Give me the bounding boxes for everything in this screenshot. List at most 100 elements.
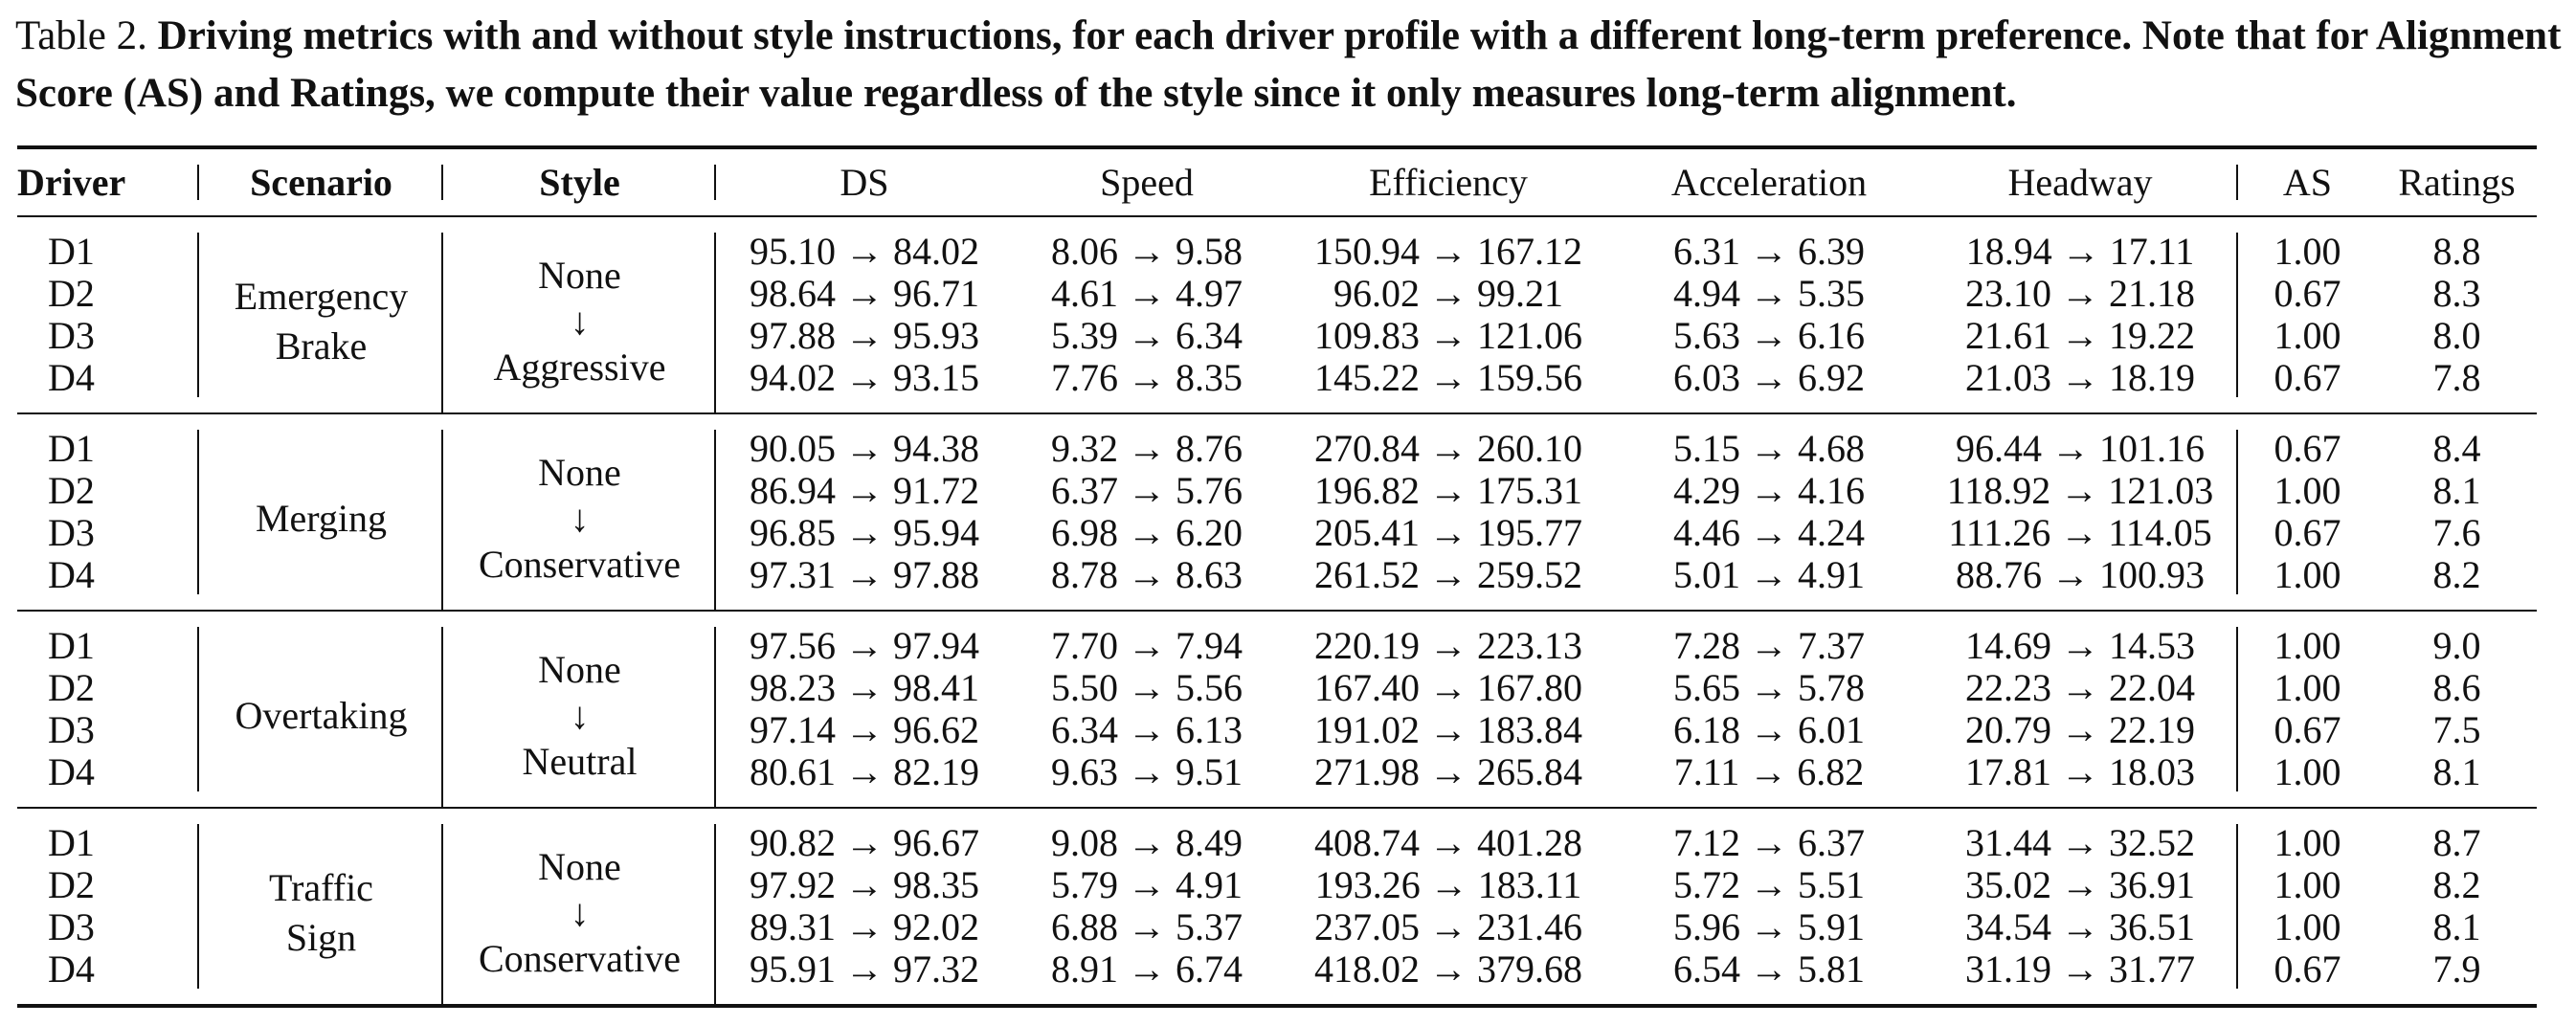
cell-driver: D2: [17, 273, 199, 315]
cell-speed: 5.50 → 5.56: [1051, 666, 1243, 709]
cell-as: 1.00: [2274, 230, 2341, 273]
cell-driver: D2: [17, 667, 199, 709]
table-row: D3 97.14 → 96.62 6.34 → 6.13 191.02 → 183.8…: [17, 709, 2537, 751]
style-from: None: [538, 648, 621, 691]
cell-acceleration: 4.29 → 4.16: [1673, 469, 1865, 512]
style-from: None: [538, 254, 621, 297]
cell-speed: 5.79 → 4.91: [1051, 863, 1243, 906]
cell-headway: 22.23 → 22.04: [1922, 667, 2238, 709]
cell-acceleration: 6.03 → 6.92: [1673, 356, 1865, 399]
cell-speed: 6.37 → 5.76: [1051, 469, 1243, 512]
cell-driver: D4: [17, 554, 199, 611]
cell-ds: 97.31 → 97.88: [750, 553, 979, 596]
cell-ratings: 7.5: [2432, 708, 2481, 751]
header-efficiency: Efficiency: [1281, 147, 1616, 217]
caption-text: Driving metrics with and without style i…: [15, 13, 2562, 116]
cell-headway: 31.19 → 31.77: [1922, 948, 2238, 1006]
style-to: Conservative: [478, 543, 682, 586]
cell-driver: D4: [17, 357, 199, 413]
cell-driver: D1: [17, 611, 199, 667]
cell-ratings: 9.0: [2432, 624, 2481, 667]
cell-acceleration: 7.12 → 6.37: [1673, 821, 1865, 864]
header-driver: Driver: [17, 147, 199, 217]
cell-efficiency: 271.98 → 265.84: [1314, 750, 1582, 793]
cell-as: 1.00: [2274, 750, 2341, 793]
cell-as: 1.00: [2274, 624, 2341, 667]
cell-ds: 94.02 → 93.15: [750, 356, 979, 399]
cell-as: 0.67: [2274, 272, 2341, 315]
cell-acceleration: 5.72 → 5.51: [1673, 863, 1865, 906]
cell-acceleration: 5.15 → 4.68: [1673, 427, 1865, 470]
cell-speed: 8.91 → 6.74: [1051, 947, 1243, 991]
style-to: Conservative: [478, 937, 682, 980]
cell-speed: 9.63 → 9.51: [1051, 750, 1243, 793]
cell-driver: D2: [17, 864, 199, 906]
style-arrow: ↓: [570, 891, 590, 934]
cell-ratings: 8.2: [2432, 553, 2481, 596]
table-row: D2 97.92 → 98.35 5.79 → 4.91 193.26 → 183.1…: [17, 864, 2537, 906]
table-row: D4 80.61 → 82.19 9.63 → 9.51 271.98 → 265.8…: [17, 751, 2537, 808]
table-row: D3 96.85 → 95.94 6.98 → 6.20 205.41 → 195.7…: [17, 512, 2537, 554]
table-row: D4 95.91 → 97.32 8.91 → 6.74 418.02 → 379.6…: [17, 948, 2537, 1006]
table-group: D1 Traffic Sign None ↓ Conservative 90.82 → 96…: [17, 808, 2537, 1006]
cell-ds: 98.23 → 98.41: [750, 666, 979, 709]
cell-driver: D3: [17, 315, 199, 357]
cell-ds: 95.10 → 84.02: [750, 230, 979, 273]
cell-style: None ↓ Conservative: [443, 808, 716, 1006]
cell-headway: 111.26 → 114.05: [1922, 512, 2238, 554]
cell-as: 1.00: [2274, 469, 2341, 512]
cell-speed: 6.34 → 6.13: [1051, 708, 1243, 751]
scenario-line: Merging: [255, 497, 388, 540]
table-row: D1 Emergency Brake None ↓ Aggressive 95.10 → 8…: [17, 216, 2537, 412]
cell-efficiency: 191.02 → 183.84: [1314, 708, 1582, 751]
cell-ds: 96.85 → 95.94: [750, 511, 979, 554]
cell-as: 1.00: [2274, 314, 2341, 357]
cell-driver: D3: [17, 906, 199, 948]
table-row: D1 Overtaking None ↓ Neutral 97.56 → 97.94 7.7…: [17, 611, 2537, 806]
header-ratings: Ratings: [2377, 147, 2537, 217]
style-arrow: ↓: [570, 497, 590, 540]
table-row: D1 Merging None ↓ Conservative 90.05 → 94.38 9…: [17, 413, 2537, 609]
cell-headway: 14.69 → 14.53: [1922, 611, 2238, 667]
table-group: D1 Emergency Brake None ↓ Aggressive 95.10 → 8…: [17, 216, 2537, 413]
cell-ratings: 8.0: [2432, 314, 2481, 357]
cell-speed: 7.70 → 7.94: [1051, 624, 1243, 667]
cell-acceleration: 7.28 → 7.37: [1673, 624, 1865, 667]
cell-efficiency: 408.74 → 401.28: [1314, 821, 1582, 864]
scenario-line: Overtaking: [235, 694, 408, 737]
cell-acceleration: 4.46 → 4.24: [1673, 511, 1865, 554]
cell-ratings: 7.6: [2432, 511, 2481, 554]
scenario-line: Traffic: [269, 866, 373, 909]
table-row: D4 97.31 → 97.88 8.78 → 8.63 261.52 → 259.5…: [17, 554, 2537, 611]
table-row: D2 98.23 → 98.41 5.50 → 5.56 167.40 → 167.8…: [17, 667, 2537, 709]
cell-as: 0.67: [2274, 708, 2341, 751]
cell-headway: 118.92 → 121.03: [1922, 470, 2238, 512]
cell-as: 1.00: [2274, 553, 2341, 596]
cell-acceleration: 7.11 → 6.82: [1673, 750, 1865, 793]
cell-driver: D3: [17, 709, 199, 751]
cell-efficiency: 196.82 → 175.31: [1314, 469, 1582, 512]
table-row: D3 97.88 → 95.93 5.39 → 6.34 109.83 → 121.0…: [17, 315, 2537, 357]
style-arrow: ↓: [570, 300, 590, 343]
cell-efficiency: 167.40 → 167.80: [1314, 666, 1582, 709]
cell-ratings: 8.7: [2432, 821, 2481, 864]
cell-driver: D1: [17, 216, 199, 273]
cell-headway: 31.44 → 32.52: [1922, 808, 2238, 864]
table-row: D4 94.02 → 93.15 7.76 → 8.35 145.22 → 159.5…: [17, 357, 2537, 413]
scenario-line: Sign: [285, 916, 357, 959]
table-row: D3 89.31 → 92.02 6.88 → 5.37 237.05 → 231.4…: [17, 906, 2537, 948]
cell-ds: 89.31 → 92.02: [750, 905, 979, 948]
cell-driver: D1: [17, 808, 199, 864]
style-to: Aggressive: [493, 345, 666, 389]
cell-efficiency: 270.84 → 260.10: [1314, 427, 1582, 470]
scenario-line: Emergency: [234, 275, 409, 318]
cell-as: 0.67: [2274, 947, 2341, 991]
cell-speed: 6.88 → 5.37: [1051, 905, 1243, 948]
cell-speed: 6.98 → 6.20: [1051, 511, 1243, 554]
cell-speed: 9.08 → 8.49: [1051, 821, 1243, 864]
cell-speed: 4.61 → 4.97: [1051, 272, 1243, 315]
cell-ds: 98.64 → 96.71: [750, 272, 979, 315]
cell-as: 1.00: [2274, 666, 2341, 709]
cell-scenario: Traffic Sign: [199, 808, 443, 1006]
cell-headway: 21.61 → 19.22: [1922, 315, 2238, 357]
